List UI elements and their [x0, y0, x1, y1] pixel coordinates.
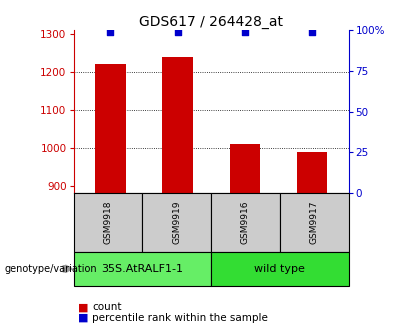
Text: ■: ■: [78, 302, 88, 312]
Point: [308, 29, 315, 35]
Text: wild type: wild type: [255, 264, 305, 274]
Text: ■: ■: [78, 312, 88, 323]
Point: [107, 29, 114, 35]
Text: GSM9916: GSM9916: [241, 201, 250, 244]
Text: count: count: [92, 302, 122, 312]
Bar: [297, 152, 327, 193]
Text: GSM9918: GSM9918: [103, 201, 113, 244]
Bar: [163, 57, 193, 193]
Text: 35S.AtRALF1-1: 35S.AtRALF1-1: [101, 264, 183, 274]
Text: percentile rank within the sample: percentile rank within the sample: [92, 312, 268, 323]
Point: [174, 29, 181, 35]
Bar: [95, 65, 126, 193]
Text: GSM9919: GSM9919: [172, 201, 181, 244]
Text: GSM9917: GSM9917: [310, 201, 319, 244]
Point: [241, 29, 248, 35]
Title: GDS617 / 264428_at: GDS617 / 264428_at: [139, 15, 283, 29]
Text: genotype/variation: genotype/variation: [4, 264, 97, 274]
Bar: [229, 144, 260, 193]
